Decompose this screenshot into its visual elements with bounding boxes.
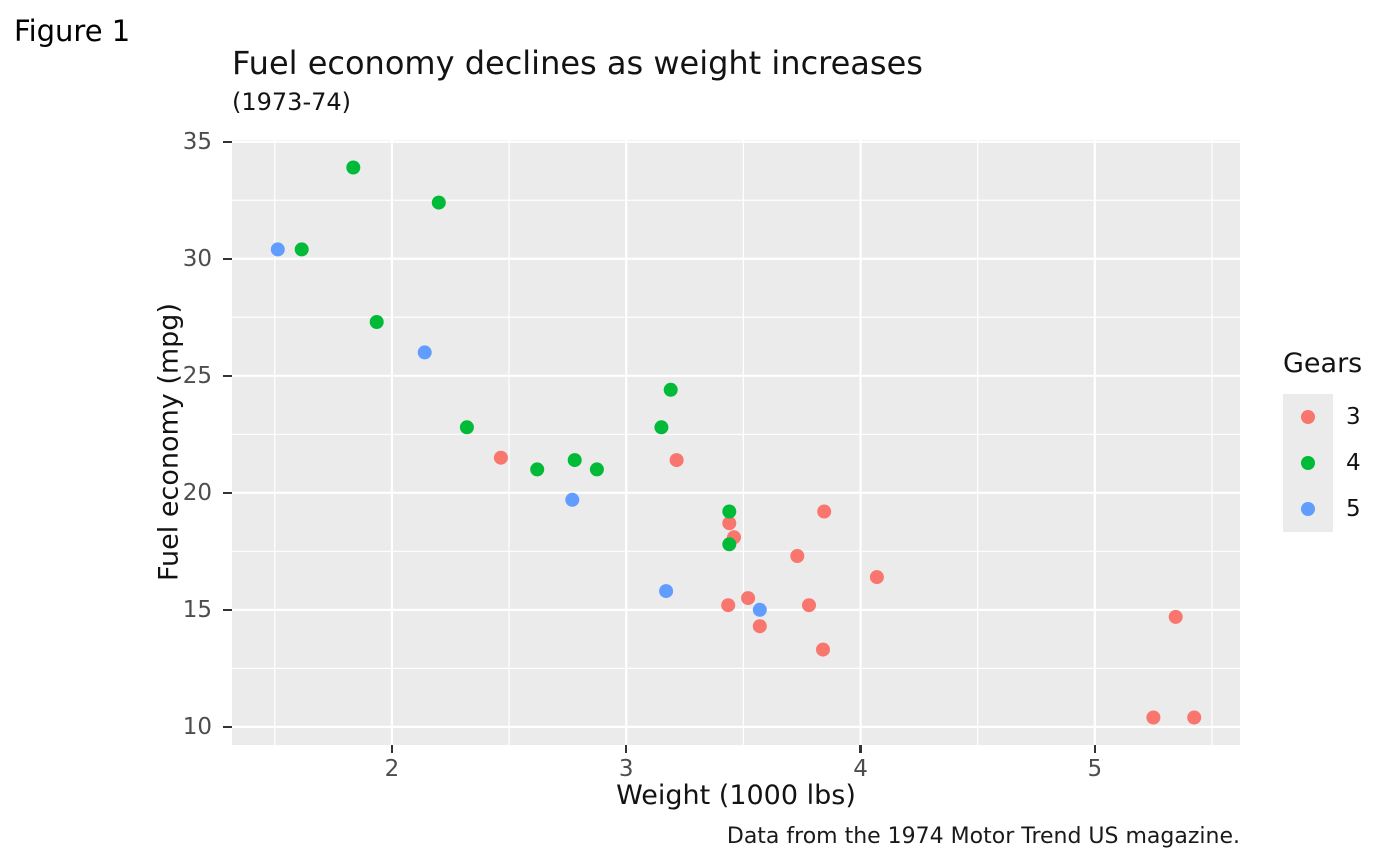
- scatter-point-gear-5: [659, 584, 674, 599]
- scatter-point-gear-3: [802, 598, 816, 613]
- x-tick-mark: [859, 745, 862, 753]
- legend-label: 4: [1346, 450, 1361, 476]
- scatter-point-gear-5: [417, 345, 432, 360]
- scatter-point-gear-5: [565, 492, 580, 507]
- legend-entry-gear-5: 5: [1283, 486, 1362, 532]
- scatter-point-gear-3: [669, 453, 684, 468]
- scatter-point-gear-4: [431, 195, 446, 210]
- scatter-point-gear-3: [741, 591, 756, 606]
- scatter-point-gear-3: [1146, 710, 1161, 725]
- x-tick-label: 4: [853, 756, 868, 782]
- y-tick-label: 25: [182, 362, 212, 389]
- plot-panel: [232, 140, 1240, 745]
- scatter-point-gear-3: [1168, 609, 1183, 624]
- x-tick-mark: [1093, 745, 1097, 753]
- chart-title: Fuel economy declines as weight increase…: [232, 44, 923, 82]
- scatter-point-gear-3: [722, 516, 737, 531]
- scatter-point-gear-3: [817, 504, 832, 519]
- legend-key: [1283, 440, 1333, 486]
- scatter-point-gear-4: [369, 315, 384, 329]
- scatter-point-gear-3: [869, 570, 884, 585]
- x-axis-title: Weight (1000 lbs): [616, 780, 856, 811]
- scatter-point-gear-4: [654, 420, 669, 435]
- legend: Gears 3 4 5: [1283, 348, 1362, 532]
- y-tick-label: 15: [182, 596, 212, 623]
- legend-key: [1283, 394, 1333, 440]
- y-tick-label: 30: [182, 245, 212, 272]
- legend-entry-gear-3: 3: [1283, 394, 1362, 440]
- figure-tag: Figure 1: [14, 14, 131, 48]
- scatter-point-gear-4: [589, 462, 604, 477]
- y-tick-mark: [223, 491, 232, 495]
- scatter-point-gear-5: [752, 602, 767, 617]
- scatter-point-gear-4: [459, 420, 474, 435]
- legend-dot-icon: [1301, 502, 1315, 516]
- legend-dot-icon: [1301, 410, 1315, 424]
- x-tick-mark: [390, 745, 394, 753]
- scatter-point-gear-4: [663, 382, 678, 397]
- scatter-point-gear-3: [816, 642, 830, 657]
- scatter-point-gear-4: [346, 160, 361, 175]
- x-tick-mark: [624, 745, 628, 753]
- scatter-point-gear-4: [567, 453, 582, 468]
- x-tick-label: 2: [384, 756, 400, 782]
- scatter-point-gear-3: [1187, 710, 1202, 725]
- y-tick-mark: [223, 725, 232, 729]
- y-axis-title: Fuel economy (mpg): [153, 303, 185, 581]
- scatter-point-gear-4: [722, 504, 737, 519]
- x-tick-label: 5: [1087, 756, 1103, 782]
- legend-label: 3: [1346, 404, 1361, 430]
- legend-title: Gears: [1283, 348, 1363, 379]
- x-tick-label: 3: [618, 756, 634, 782]
- scatter-plot: [232, 140, 1240, 745]
- legend-dot-icon: [1301, 456, 1315, 470]
- chart-subtitle: (1973-74): [232, 88, 352, 116]
- scatter-point-gear-4: [722, 537, 737, 552]
- legend-label: 5: [1346, 496, 1361, 522]
- legend-entries: 3 4 5: [1283, 394, 1362, 532]
- y-tick-mark: [223, 374, 232, 378]
- legend-entry-gear-4: 4: [1283, 440, 1362, 486]
- y-tick-label: 35: [182, 128, 212, 155]
- y-tick-mark: [223, 257, 232, 261]
- chart-caption: Data from the 1974 Motor Trend US magazi…: [726, 824, 1240, 849]
- y-tick-label: 10: [182, 713, 212, 740]
- scatter-point-gear-3: [752, 619, 767, 634]
- y-tick-mark: [223, 608, 232, 612]
- legend-key: [1283, 486, 1333, 532]
- scatter-point-gear-3: [721, 598, 736, 613]
- scatter-point-gear-5: [270, 242, 285, 257]
- scatter-point-gear-4: [294, 242, 309, 257]
- scatter-point-gear-3: [790, 549, 805, 563]
- y-tick-label: 20: [182, 479, 212, 506]
- scatter-point-gear-3: [493, 450, 508, 465]
- scatter-point-gear-4: [530, 462, 545, 477]
- y-tick-mark: [223, 140, 232, 143]
